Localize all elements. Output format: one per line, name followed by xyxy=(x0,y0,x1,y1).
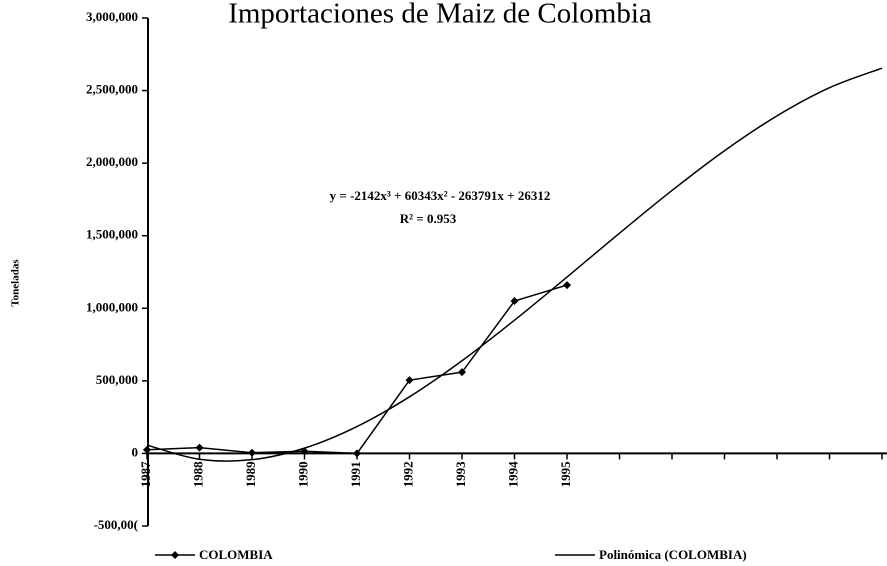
y-tick-label: 2,500,000 xyxy=(86,82,138,97)
x-tick-label: 1990 xyxy=(295,461,310,487)
chart-title: Importaciones de Maiz de Colombia xyxy=(228,0,652,30)
y-axis-title: Toneladas xyxy=(10,259,22,307)
legend-marker xyxy=(171,551,179,559)
series-line xyxy=(146,284,568,455)
equation: y = -2142x³ + 60343x² - 263791x + 26312 xyxy=(330,188,551,203)
series-line xyxy=(146,67,883,462)
r-squared: R² = 0.953 xyxy=(400,211,457,226)
data-point xyxy=(143,445,151,454)
x-tick-label: 1995 xyxy=(558,461,573,488)
x-tick-label: 1992 xyxy=(400,461,415,487)
data-point xyxy=(563,281,571,290)
legend-label: COLOMBIA xyxy=(199,547,273,562)
x-tick-label: 1987 xyxy=(138,461,153,488)
y-tick-label: 1,000,000 xyxy=(86,299,138,314)
data-point xyxy=(353,449,361,458)
data-point xyxy=(195,443,204,452)
x-tick-label: 1994 xyxy=(505,461,520,488)
data-point xyxy=(405,376,414,385)
x-tick-label: 1993 xyxy=(453,461,468,488)
x-tick-label: 1991 xyxy=(348,461,363,487)
data-point xyxy=(248,448,256,457)
legend-label: Polinómica (COLOMBIA) xyxy=(599,547,747,562)
x-tick-label: 1989 xyxy=(243,461,258,488)
data-point xyxy=(510,297,519,306)
y-tick-label: 2,000,000 xyxy=(86,154,138,169)
y-tick-label: 3,000,000 xyxy=(86,9,138,24)
y-tick-label: 1,500,000 xyxy=(86,227,138,242)
y-tick-label: 500,000 xyxy=(96,372,138,387)
y-tick-label: 0 xyxy=(132,444,139,459)
data-point xyxy=(458,368,466,377)
x-tick-label: 1988 xyxy=(190,461,205,488)
y-tick-label: -500,00( xyxy=(94,517,138,532)
